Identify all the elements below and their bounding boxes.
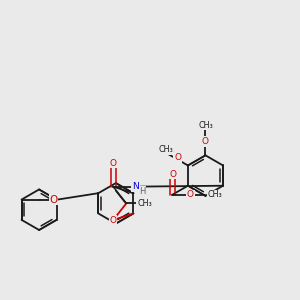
Text: O: O (110, 159, 117, 168)
Text: CH₃: CH₃ (207, 190, 222, 199)
Text: CH₃: CH₃ (137, 199, 152, 208)
Text: O: O (174, 153, 181, 162)
Text: H: H (139, 187, 146, 196)
Text: O: O (202, 137, 209, 146)
Text: O: O (170, 169, 177, 178)
Text: CH₃: CH₃ (158, 145, 173, 154)
Text: O: O (110, 215, 117, 224)
Text: O: O (187, 190, 194, 199)
Text: O: O (50, 195, 58, 205)
Text: N: N (132, 182, 139, 191)
Text: CH₃: CH₃ (198, 121, 213, 130)
